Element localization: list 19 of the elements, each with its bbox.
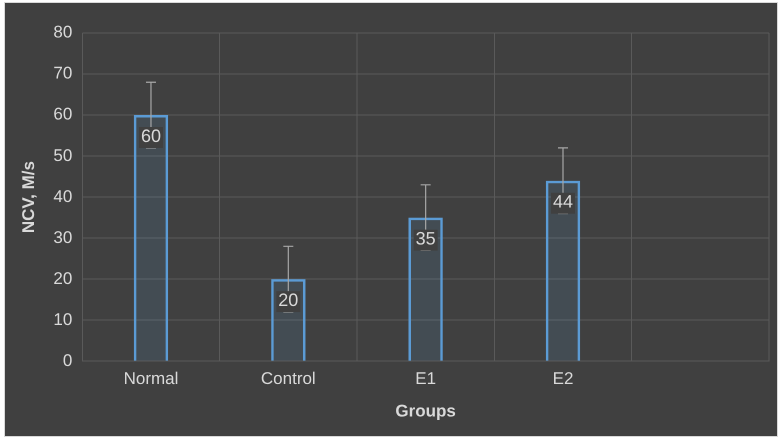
- x-tick-label: Control: [260, 369, 316, 388]
- x-tick-label: E1: [415, 369, 436, 388]
- data-label: 20: [278, 290, 298, 310]
- x-axis-title: Groups: [395, 401, 456, 420]
- y-tick-label: 60: [53, 104, 72, 124]
- y-tick-label: 0: [62, 350, 72, 370]
- data-label: 44: [552, 192, 574, 212]
- y-axis-title: NCV, M/s: [18, 161, 38, 234]
- y-tick-label: 30: [53, 228, 72, 247]
- data-label: 35: [416, 228, 436, 249]
- y-tick-label: 10: [53, 310, 72, 329]
- y-tick-label: 50: [53, 146, 72, 165]
- y-tick-label: 40: [53, 186, 72, 206]
- x-tick-label: Normal: [124, 369, 178, 388]
- x-tick-label: E2: [552, 369, 574, 388]
- y-tick-label: 20: [53, 268, 72, 288]
- y-tick-label: 80: [53, 22, 72, 42]
- data-label: 60: [140, 126, 161, 146]
- y-tick-label: 70: [53, 64, 72, 83]
